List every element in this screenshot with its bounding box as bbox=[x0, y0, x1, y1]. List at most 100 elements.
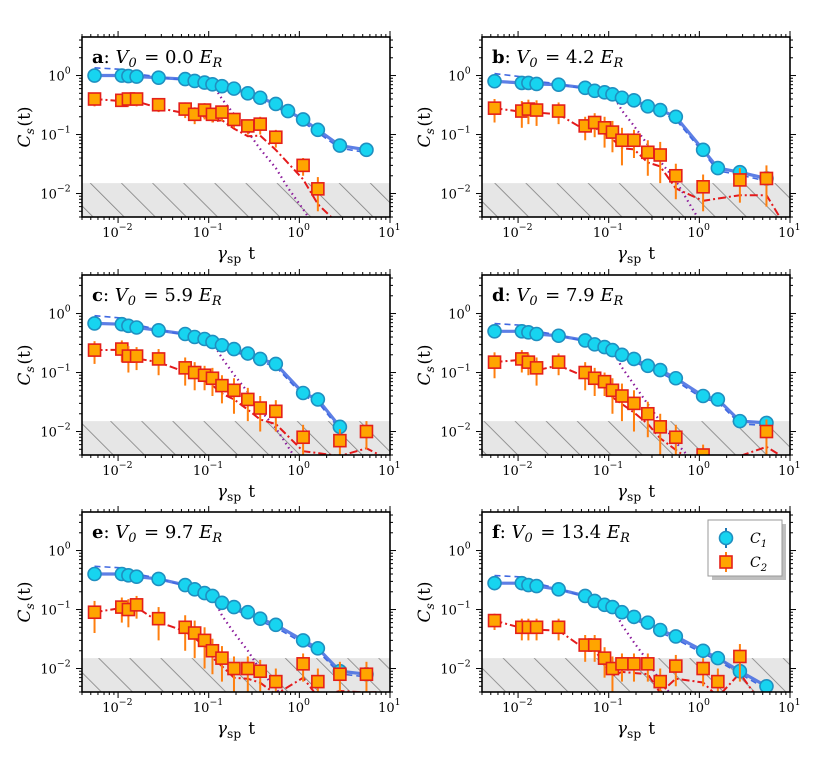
c1-point bbox=[487, 323, 502, 339]
panel-f: 10−2 10−1 100 101 10−2 10−1 100 γsp t Cs … bbox=[415, 506, 802, 741]
y-axis-label: Cs (t) bbox=[15, 344, 37, 385]
c1-point bbox=[529, 76, 544, 92]
c2-point bbox=[669, 659, 683, 673]
y-tick-label: 10−2 bbox=[440, 184, 472, 203]
x-tick-label: 100 bbox=[687, 697, 711, 716]
c1-point bbox=[652, 362, 668, 378]
c1-point bbox=[614, 90, 630, 106]
panel-title: f: V0 = 13.4 ER bbox=[492, 522, 632, 546]
x-axis-label: γsp t bbox=[217, 719, 255, 741]
panel-title: c: V0 = 5.9 ER bbox=[92, 285, 223, 309]
c1-point bbox=[332, 138, 348, 153]
x-tick-label: 101 bbox=[778, 222, 802, 241]
c1-point bbox=[295, 385, 311, 401]
c2-point bbox=[311, 182, 325, 196]
panel-title: d: V0 = 7.9 ER bbox=[492, 285, 625, 309]
x-tick-label: 10−2 bbox=[502, 697, 534, 716]
legend-box bbox=[707, 519, 783, 577]
panel-title: b: V0 = 4.2 ER bbox=[492, 47, 625, 71]
c2-point bbox=[759, 171, 774, 186]
c2-point bbox=[296, 430, 310, 445]
c1-point bbox=[87, 566, 102, 582]
c1-point bbox=[652, 102, 668, 118]
plot-area bbox=[487, 322, 781, 455]
c1-point bbox=[240, 85, 256, 101]
x-axis-label: γsp t bbox=[217, 244, 255, 266]
c1-point bbox=[214, 337, 230, 353]
c1-point bbox=[226, 599, 242, 615]
x-tick-label: 10−2 bbox=[102, 222, 134, 241]
legend-c1-marker bbox=[718, 530, 734, 546]
x-tick-label: 10−1 bbox=[593, 460, 625, 479]
c2-point bbox=[733, 173, 747, 187]
x-tick-label: 101 bbox=[378, 222, 402, 241]
x-tick-label: 101 bbox=[378, 460, 402, 479]
x-tick-label: 100 bbox=[287, 222, 311, 241]
c2-point bbox=[641, 406, 655, 421]
x-tick-label: 10−1 bbox=[193, 222, 225, 241]
x-tick-label: 101 bbox=[778, 697, 802, 716]
c1-point bbox=[252, 90, 268, 106]
c2-point bbox=[627, 396, 641, 411]
c1-point bbox=[295, 112, 311, 127]
c2-point bbox=[653, 420, 668, 434]
y-tick-label: 100 bbox=[448, 304, 472, 323]
panel-b: 10−2 10−1 100 101 10−2 10−1 100 γsp t Cs … bbox=[415, 31, 802, 266]
c1-point bbox=[487, 73, 502, 89]
c2-point bbox=[529, 361, 544, 375]
c2-point bbox=[653, 674, 668, 689]
x-axis-label: γsp t bbox=[617, 244, 655, 266]
noise-floor-hatch bbox=[82, 183, 390, 217]
c1-point bbox=[268, 96, 284, 112]
plot-area bbox=[87, 314, 381, 455]
c1-point bbox=[226, 341, 242, 357]
c1-point bbox=[151, 322, 166, 338]
legend-c1-label: C1 bbox=[750, 531, 769, 550]
c1-point bbox=[759, 678, 774, 692]
y-tick-label: 10−2 bbox=[440, 422, 472, 441]
x-tick-label: 10−1 bbox=[593, 697, 625, 716]
c1-dotted-line bbox=[211, 595, 359, 692]
c2-point bbox=[551, 104, 566, 118]
y-tick-label: 10−1 bbox=[40, 600, 72, 619]
c2-point bbox=[241, 661, 255, 676]
c1-point bbox=[240, 346, 256, 361]
c2-point bbox=[641, 657, 655, 671]
c1-point bbox=[614, 347, 630, 363]
c2-point bbox=[241, 119, 255, 133]
x-tick-label: 101 bbox=[378, 697, 402, 716]
c2-point bbox=[711, 674, 725, 689]
plot-area bbox=[87, 67, 374, 217]
c1-point bbox=[710, 650, 726, 666]
c1-point bbox=[695, 388, 711, 404]
c2-point bbox=[269, 130, 283, 145]
c2-point bbox=[311, 674, 325, 689]
c2-point bbox=[551, 620, 566, 635]
c1-point bbox=[240, 604, 256, 620]
y-tick-label: 100 bbox=[448, 541, 472, 560]
noise-floor-hatch bbox=[482, 183, 790, 217]
c2-point bbox=[151, 352, 166, 366]
panel-e: 10−2 10−1 100 101 10−2 10−1 100 γsp t Cs … bbox=[15, 506, 402, 741]
c2-point bbox=[296, 158, 310, 173]
plot-area bbox=[487, 574, 774, 692]
c2-point bbox=[615, 389, 629, 403]
y-axis-label: Cs (t) bbox=[15, 106, 37, 147]
c1-point bbox=[695, 643, 711, 659]
c1-point bbox=[268, 356, 284, 372]
c1-point bbox=[529, 578, 544, 594]
x-tick-label: 10−1 bbox=[193, 697, 225, 716]
c2-point bbox=[615, 133, 629, 148]
c1-point bbox=[626, 609, 642, 625]
x-tick-label: 10−2 bbox=[502, 460, 534, 479]
c2-point bbox=[487, 613, 502, 628]
x-tick-label: 10−1 bbox=[193, 460, 225, 479]
x-axis-label: γsp t bbox=[617, 719, 655, 741]
c1-point bbox=[295, 633, 311, 648]
c1-point bbox=[668, 629, 684, 644]
y-tick-label: 10−1 bbox=[440, 363, 472, 382]
c2-point bbox=[696, 661, 710, 676]
y-tick-label: 10−1 bbox=[440, 125, 472, 144]
x-tick-label: 10−2 bbox=[502, 222, 534, 241]
panel-d: 10−2 10−1 100 101 10−2 10−1 100 γsp t Cs … bbox=[415, 269, 801, 504]
